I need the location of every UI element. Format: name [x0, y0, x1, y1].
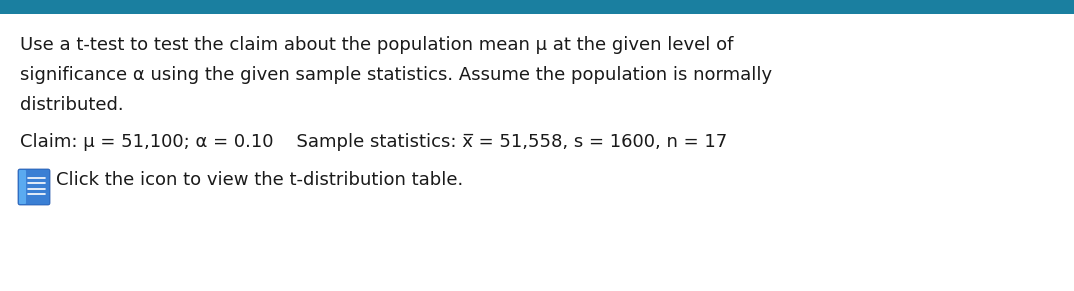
FancyBboxPatch shape [19, 170, 26, 204]
Text: Use a t-test to test the claim about the population mean μ at the given level of: Use a t-test to test the claim about the… [20, 36, 734, 54]
Text: Click the icon to view the t-distribution table.: Click the icon to view the t-distributio… [56, 171, 463, 189]
Text: Claim: μ = 51,100; α = 0.10    Sample statistics: x̅ = 51,558, s = 1600, n = 17: Claim: μ = 51,100; α = 0.10 Sample stati… [20, 133, 727, 151]
Text: significance α using the given sample statistics. Assume the population is norma: significance α using the given sample st… [20, 66, 772, 84]
FancyBboxPatch shape [18, 169, 50, 205]
Text: distributed.: distributed. [20, 96, 124, 114]
Bar [0, 0, 1074, 14]
